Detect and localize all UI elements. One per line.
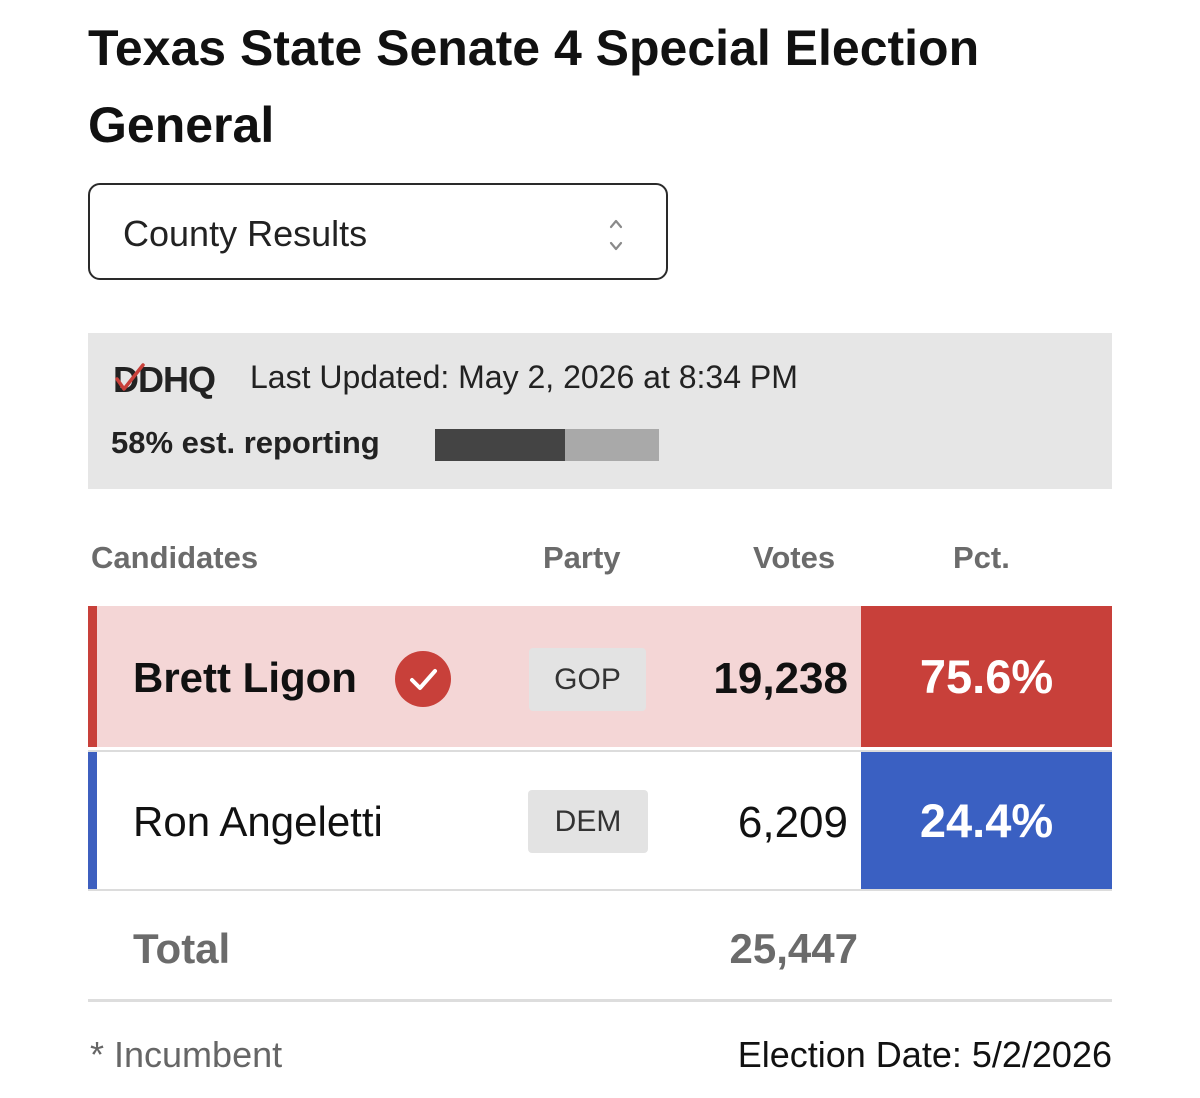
ddhq-logo: DDHQ [113,359,216,400]
candidate-row-dem: Ron Angeletti DEM 6,209 24.4% [88,750,1112,891]
total-votes: 25,447 [729,925,858,972]
candidate-votes: 19,238 [713,654,848,703]
winner-check-icon [395,651,451,707]
reporting-progress-bar [435,429,659,461]
header-pct: Pct. [953,540,1010,575]
party-accent-bar [88,606,97,747]
last-updated: Last Updated: May 2, 2026 at 8:34 PM [250,359,798,395]
candidate-pct: 24.4% [861,752,1112,889]
candidate-row-gop: Brett Ligon GOP 19,238 75.6% [88,606,1112,747]
party-badge: DEM [528,790,648,853]
logo-text: DDHQ [113,359,215,400]
results-view-select[interactable]: County Results [88,183,668,280]
candidate-name: Brett Ligon [133,654,357,701]
page-title: Texas State Senate 4 Special Election Ge… [88,20,980,153]
reporting-label: 58% est. reporting [111,425,380,460]
header-votes: Votes [753,540,836,575]
header-party: Party [543,540,621,575]
divider [88,999,1112,1002]
select-value: County Results [123,213,368,254]
incumbent-footnote: * Incumbent [90,1034,283,1075]
candidate-pct: 75.6% [861,606,1112,747]
election-date: Election Date: 5/2/2026 [737,1034,1112,1075]
reporting-progress-fill [435,429,565,461]
candidate-name: Ron Angeletti [133,798,383,845]
candidate-votes: 6,209 [737,798,848,847]
chevron-updown-icon [609,219,623,251]
total-label: Total [133,925,231,972]
status-panel: DDHQ Last Updated: May 2, 2026 at 8:34 P… [88,333,1112,489]
header-candidates: Candidates [91,540,259,575]
party-accent-bar [88,752,97,889]
party-badge: GOP [529,648,646,711]
